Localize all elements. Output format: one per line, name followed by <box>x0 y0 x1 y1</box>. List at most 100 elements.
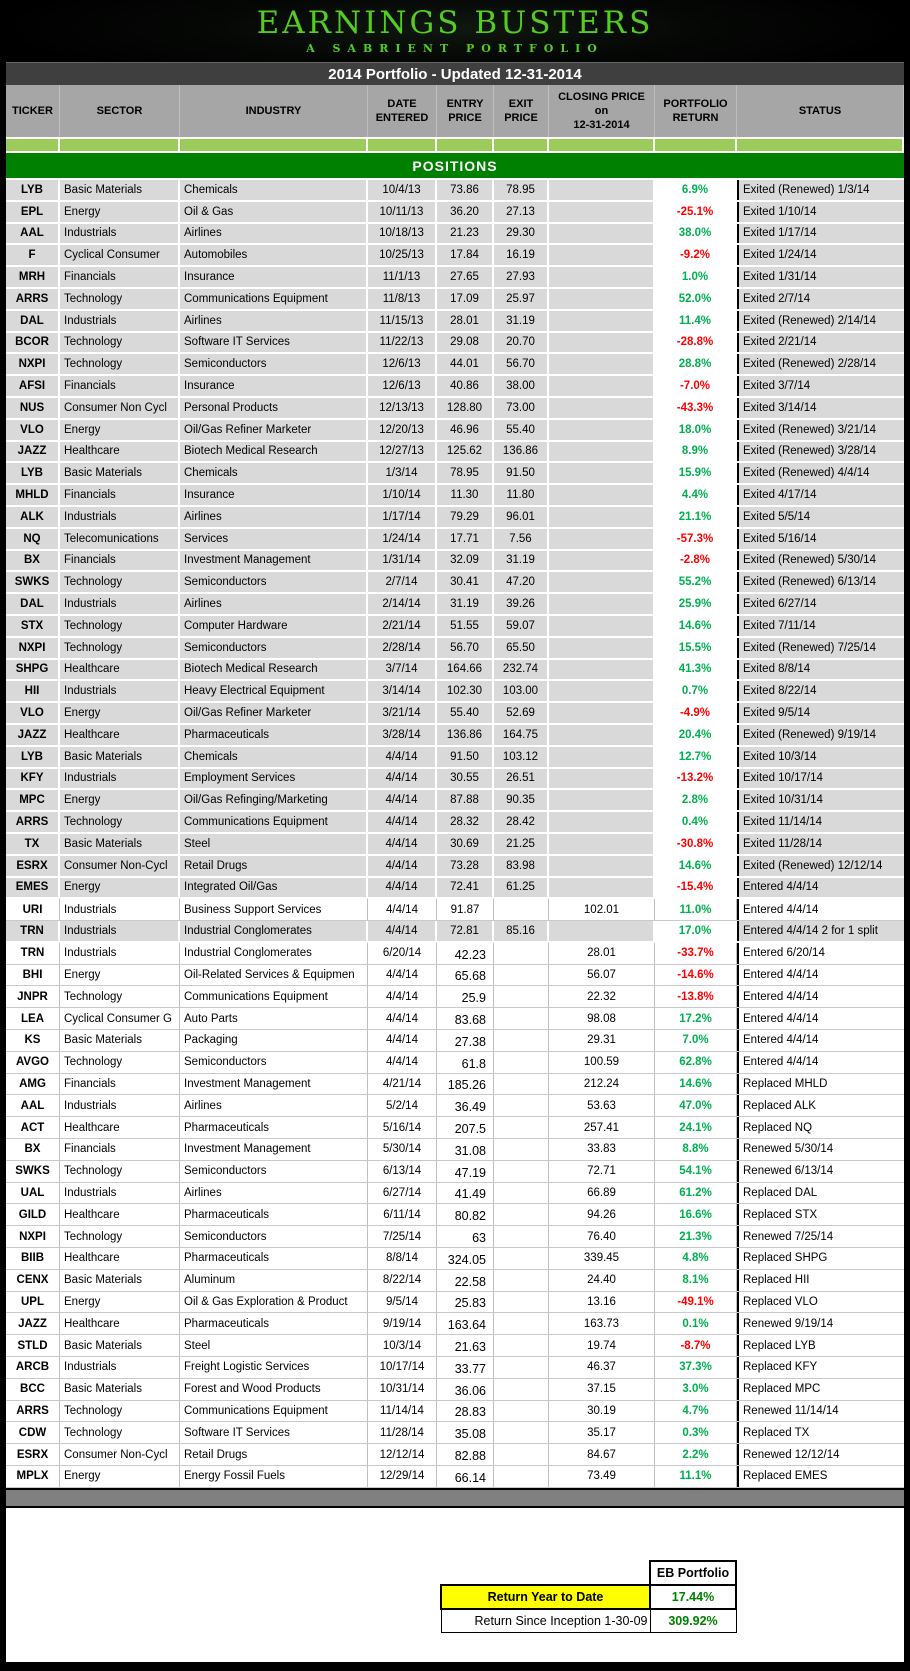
cell-closing-price[interactable]: 163.73 <box>549 1313 655 1335</box>
cell-ticker[interactable]: JAZZ <box>6 441 60 462</box>
cell-portfolio-return[interactable]: 8.9% <box>655 441 737 462</box>
cell-entry-price[interactable]: 25.83 <box>437 1291 494 1313</box>
cell-closing-price[interactable] <box>549 877 655 898</box>
cell-exit-price[interactable]: 103.00 <box>494 681 549 702</box>
cell-closing-price[interactable]: 22.32 <box>549 986 655 1008</box>
cell-entry-price[interactable]: 27.38 <box>437 1030 494 1051</box>
cell-date-entered[interactable]: 11/15/13 <box>368 310 437 331</box>
cell-entry-price[interactable]: 28.83 <box>437 1400 494 1422</box>
cell-date-entered[interactable]: 2/14/14 <box>368 594 437 614</box>
cell-status[interactable]: Replaced TX <box>737 1422 904 1444</box>
cell-industry[interactable]: Airlines <box>180 594 368 614</box>
cell-portfolio-return[interactable]: 62.8% <box>655 1051 737 1073</box>
cell-portfolio-return[interactable]: -33.7% <box>655 942 737 964</box>
cell-exit-price[interactable] <box>494 1269 549 1291</box>
cell-date-entered[interactable]: 12/6/13 <box>368 354 437 375</box>
cell-status[interactable]: Replaced HII <box>737 1269 904 1291</box>
cell-industry[interactable]: Investment Management <box>180 550 368 571</box>
cell-industry[interactable]: Aluminum <box>180 1269 368 1291</box>
cell-sector[interactable]: Basic Materials <box>60 746 180 767</box>
cell-date-entered[interactable]: 11/1/13 <box>368 267 437 287</box>
cell-portfolio-return[interactable]: 6.9% <box>655 180 737 200</box>
header-closing-price[interactable]: CLOSING PRICE on 12-31-2014 <box>549 85 655 137</box>
cell-entry-price[interactable]: 56.70 <box>437 637 494 658</box>
cell-date-entered[interactable]: 5/16/14 <box>368 1117 437 1139</box>
cell-closing-price[interactable] <box>549 833 655 854</box>
cell-exit-price[interactable]: 21.25 <box>494 833 549 854</box>
cell-ticker[interactable]: KS <box>6 1030 60 1051</box>
cell-sector[interactable]: Healthcare <box>60 1313 180 1335</box>
cell-date-entered[interactable]: 6/27/14 <box>368 1182 437 1204</box>
cell-closing-price[interactable]: 56.07 <box>549 964 655 986</box>
cell-sector[interactable]: Industrials <box>60 942 180 964</box>
cell-ticker[interactable]: AAL <box>6 1095 60 1117</box>
cell-entry-price[interactable]: 73.86 <box>437 180 494 200</box>
cell-closing-price[interactable]: 24.40 <box>549 1269 655 1291</box>
cell-status[interactable]: Exited 10/31/14 <box>737 790 904 811</box>
cell-exit-price[interactable]: 73.00 <box>494 397 549 418</box>
cell-closing-price[interactable] <box>549 223 655 244</box>
cell-sector[interactable]: Industrials <box>60 768 180 789</box>
cell-portfolio-return[interactable]: 38.0% <box>655 223 737 244</box>
cell-sector[interactable]: Technology <box>60 572 180 593</box>
cell-portfolio-return[interactable]: -15.4% <box>655 877 737 898</box>
return-ytd-value-cell[interactable]: 17.44% <box>649 1583 737 1610</box>
cell-date-entered[interactable]: 10/4/13 <box>368 180 437 200</box>
cell-ticker[interactable]: HII <box>6 681 60 702</box>
cell-sector[interactable]: Financials <box>60 485 180 505</box>
cell-closing-price[interactable] <box>549 637 655 658</box>
cell-closing-price[interactable] <box>549 376 655 396</box>
cell-status[interactable]: Entered 4/4/14 <box>737 899 904 921</box>
cell-closing-price[interactable] <box>549 441 655 462</box>
cell-industry[interactable]: Chemicals <box>180 180 368 200</box>
cell-sector[interactable]: Consumer Non-Cycl <box>60 855 180 876</box>
cell-ticker[interactable]: BIIB <box>6 1248 60 1269</box>
cell-exit-price[interactable] <box>494 1400 549 1422</box>
cell-date-entered[interactable]: 1/10/14 <box>368 485 437 505</box>
cell-status[interactable]: Exited 9/5/14 <box>737 703 904 723</box>
cell-closing-price[interactable] <box>549 397 655 418</box>
cell-entry-price[interactable]: 41.49 <box>437 1182 494 1204</box>
cell-sector[interactable]: Industrials <box>60 594 180 614</box>
cell-industry[interactable]: Communications Equipment <box>180 1400 368 1422</box>
cell-industry[interactable]: Insurance <box>180 376 368 396</box>
cell-sector[interactable]: Energy <box>60 201 180 222</box>
cell-industry[interactable]: Oil/Gas Refinging/Marketing <box>180 790 368 811</box>
cell-portfolio-return[interactable]: 1.0% <box>655 267 737 287</box>
cell-exit-price[interactable] <box>494 1444 549 1466</box>
cell-sector[interactable]: Basic Materials <box>60 1269 180 1291</box>
cell-industry[interactable]: Semiconductors <box>180 1160 368 1182</box>
cell-entry-price[interactable]: 17.09 <box>437 288 494 309</box>
cell-date-entered[interactable]: 10/11/13 <box>368 201 437 222</box>
cell-ticker[interactable]: ARCB <box>6 1357 60 1378</box>
cell-status[interactable]: Replaced STX <box>737 1204 904 1226</box>
cell-portfolio-return[interactable]: 55.2% <box>655 572 737 593</box>
cell-sector[interactable]: Healthcare <box>60 441 180 462</box>
cell-industry[interactable]: Semiconductors <box>180 1226 368 1248</box>
cell-entry-price[interactable]: 30.69 <box>437 833 494 854</box>
cell-portfolio-return[interactable]: 8.8% <box>655 1139 737 1160</box>
cell-entry-price[interactable]: 65.68 <box>437 964 494 986</box>
cell-status[interactable]: Exited 2/7/14 <box>737 288 904 309</box>
cell-sector[interactable]: Technology <box>60 986 180 1008</box>
cell-sector[interactable]: Technology <box>60 1400 180 1422</box>
cell-portfolio-return[interactable]: -4.9% <box>655 703 737 723</box>
cell-entry-price[interactable]: 207.5 <box>437 1117 494 1139</box>
cell-date-entered[interactable]: 4/4/14 <box>368 986 437 1008</box>
cell-exit-price[interactable]: 85.16 <box>494 921 549 941</box>
cell-exit-price[interactable] <box>494 1335 549 1357</box>
cell-closing-price[interactable]: 46.37 <box>549 1357 655 1378</box>
cell-ticker[interactable]: F <box>6 245 60 266</box>
cell-status[interactable]: Exited 3/14/14 <box>737 397 904 418</box>
cell-date-entered[interactable]: 4/4/14 <box>368 746 437 767</box>
cell-closing-price[interactable]: 53.63 <box>549 1095 655 1117</box>
header-date-entered[interactable]: DATE ENTERED <box>368 85 437 137</box>
cell-status[interactable]: Exited (Renewed) 2/14/14 <box>737 310 904 331</box>
cell-status[interactable]: Exited 1/17/14 <box>737 223 904 244</box>
cell-ticker[interactable]: ARRS <box>6 812 60 832</box>
cell-portfolio-return[interactable]: 52.0% <box>655 288 737 309</box>
cell-industry[interactable]: Chemicals <box>180 463 368 484</box>
cell-exit-price[interactable] <box>494 1139 549 1160</box>
cell-industry[interactable]: Heavy Electrical Equipment <box>180 681 368 702</box>
cell-status[interactable]: Entered 4/4/14 <box>737 1030 904 1051</box>
